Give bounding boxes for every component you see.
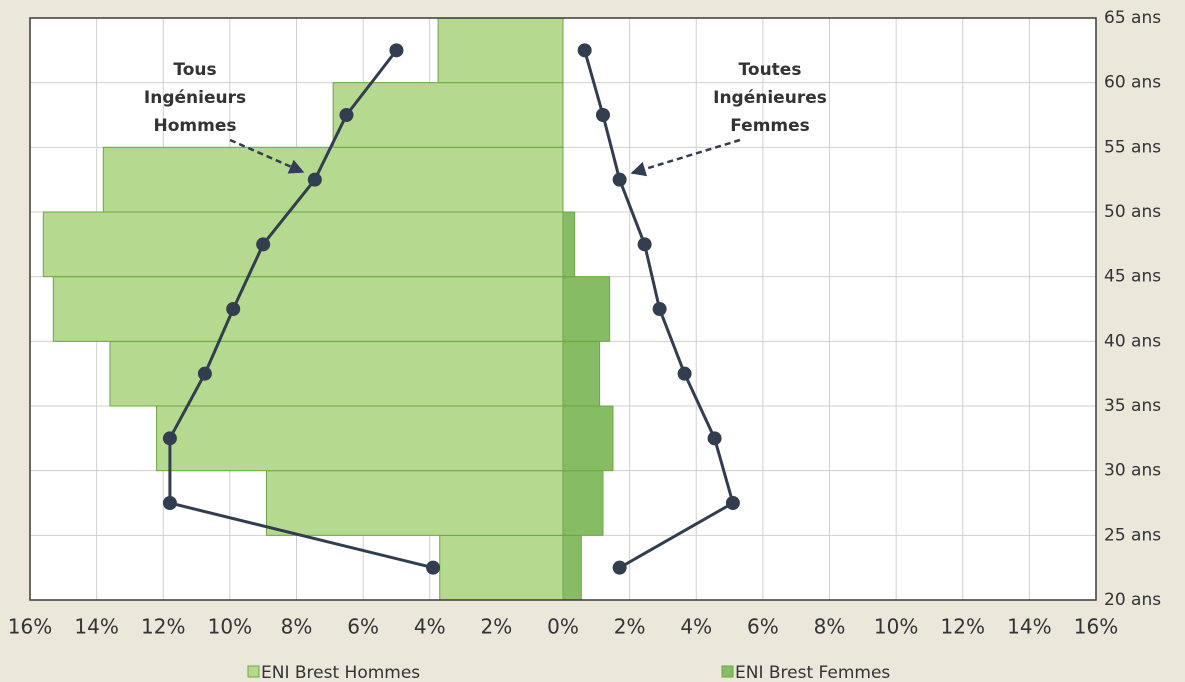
bar — [102, 146, 564, 213]
point — [612, 172, 627, 187]
bar — [439, 534, 564, 601]
point — [577, 43, 592, 58]
y-tick-label: 65 ans — [1104, 8, 1161, 28]
point — [339, 108, 354, 122]
bar — [562, 405, 614, 472]
point — [389, 43, 404, 58]
annotation: Femmes — [730, 116, 810, 136]
annotation: Hommes — [154, 116, 237, 136]
bar — [266, 470, 564, 536]
y-tick-label: 25 ans — [1104, 525, 1161, 545]
point — [256, 237, 271, 252]
x-tick-label: 12% — [141, 615, 185, 639]
point — [725, 496, 740, 510]
legend-label: ENI Brest Hommes — [261, 663, 420, 682]
x-tick-label: 8% — [281, 615, 313, 639]
bar — [562, 534, 582, 601]
point — [197, 366, 212, 381]
y-tick-label: 50 ans — [1104, 202, 1161, 222]
x-tick-label: 6% — [747, 615, 779, 639]
bar — [52, 276, 564, 342]
x-tick-label: 2% — [614, 615, 646, 639]
point — [226, 302, 241, 316]
y-tick-label: 60 ans — [1104, 73, 1161, 93]
annotation: Tous — [173, 60, 216, 80]
point — [707, 431, 722, 446]
legend-label: ENI Brest Femmes — [735, 663, 890, 682]
plot-border — [29, 17, 1097, 601]
bar — [562, 340, 601, 407]
x-tick-label: 2% — [481, 615, 513, 639]
y-tick-label: 35 ans — [1104, 396, 1161, 416]
point — [677, 366, 692, 381]
annotation: Toutes — [739, 60, 802, 80]
bar — [562, 276, 611, 342]
x-tick-label: 16% — [1074, 615, 1118, 639]
point — [162, 431, 177, 446]
point — [652, 302, 667, 316]
x-tick-label: 12% — [941, 615, 985, 639]
point — [595, 108, 610, 122]
x-tick-label: 10% — [874, 615, 918, 639]
point — [426, 560, 441, 575]
point — [307, 172, 322, 187]
x-tick-label: 6% — [347, 615, 379, 639]
x-tick-label: 8% — [814, 615, 846, 639]
point — [162, 496, 177, 510]
y-tick-label: 20 ans — [1104, 590, 1161, 610]
y-tick-label: 30 ans — [1104, 461, 1161, 481]
x-tick-label: 16% — [8, 615, 52, 639]
x-tick-label: 4% — [680, 615, 712, 639]
bar — [332, 82, 564, 148]
y-tick-label: 40 ans — [1104, 331, 1161, 351]
bar — [109, 340, 564, 407]
y-tick-label: 45 ans — [1104, 267, 1161, 287]
bar — [437, 17, 564, 84]
bar — [42, 211, 564, 278]
annotation-arrow — [229, 138, 305, 174]
x-tick-label: 10% — [208, 615, 252, 639]
point — [612, 560, 627, 575]
lines — [162, 43, 740, 575]
labels: 16% 14% 12% 10% 8% 6% 4% 2% 0% 2% 4% 6% 8% 10% 12% 14% 1… — [8, 8, 1161, 682]
x-tick-label: 4% — [414, 615, 446, 639]
y-tick-label: 55 ans — [1104, 137, 1161, 157]
x-tick-label: 14% — [74, 615, 118, 639]
annotation-arrow — [630, 138, 741, 177]
legend-swatch — [721, 665, 734, 678]
legend-swatch — [247, 665, 260, 678]
bar — [156, 405, 564, 472]
bar — [562, 470, 604, 536]
bars — [42, 17, 614, 601]
x-tick-label: 14% — [1007, 615, 1051, 639]
point — [637, 237, 652, 252]
annotation: Ingénieurs — [144, 88, 246, 108]
bar — [562, 211, 576, 278]
x-tick-label: 0% — [547, 615, 579, 639]
annotation: Ingénieures — [713, 88, 827, 108]
